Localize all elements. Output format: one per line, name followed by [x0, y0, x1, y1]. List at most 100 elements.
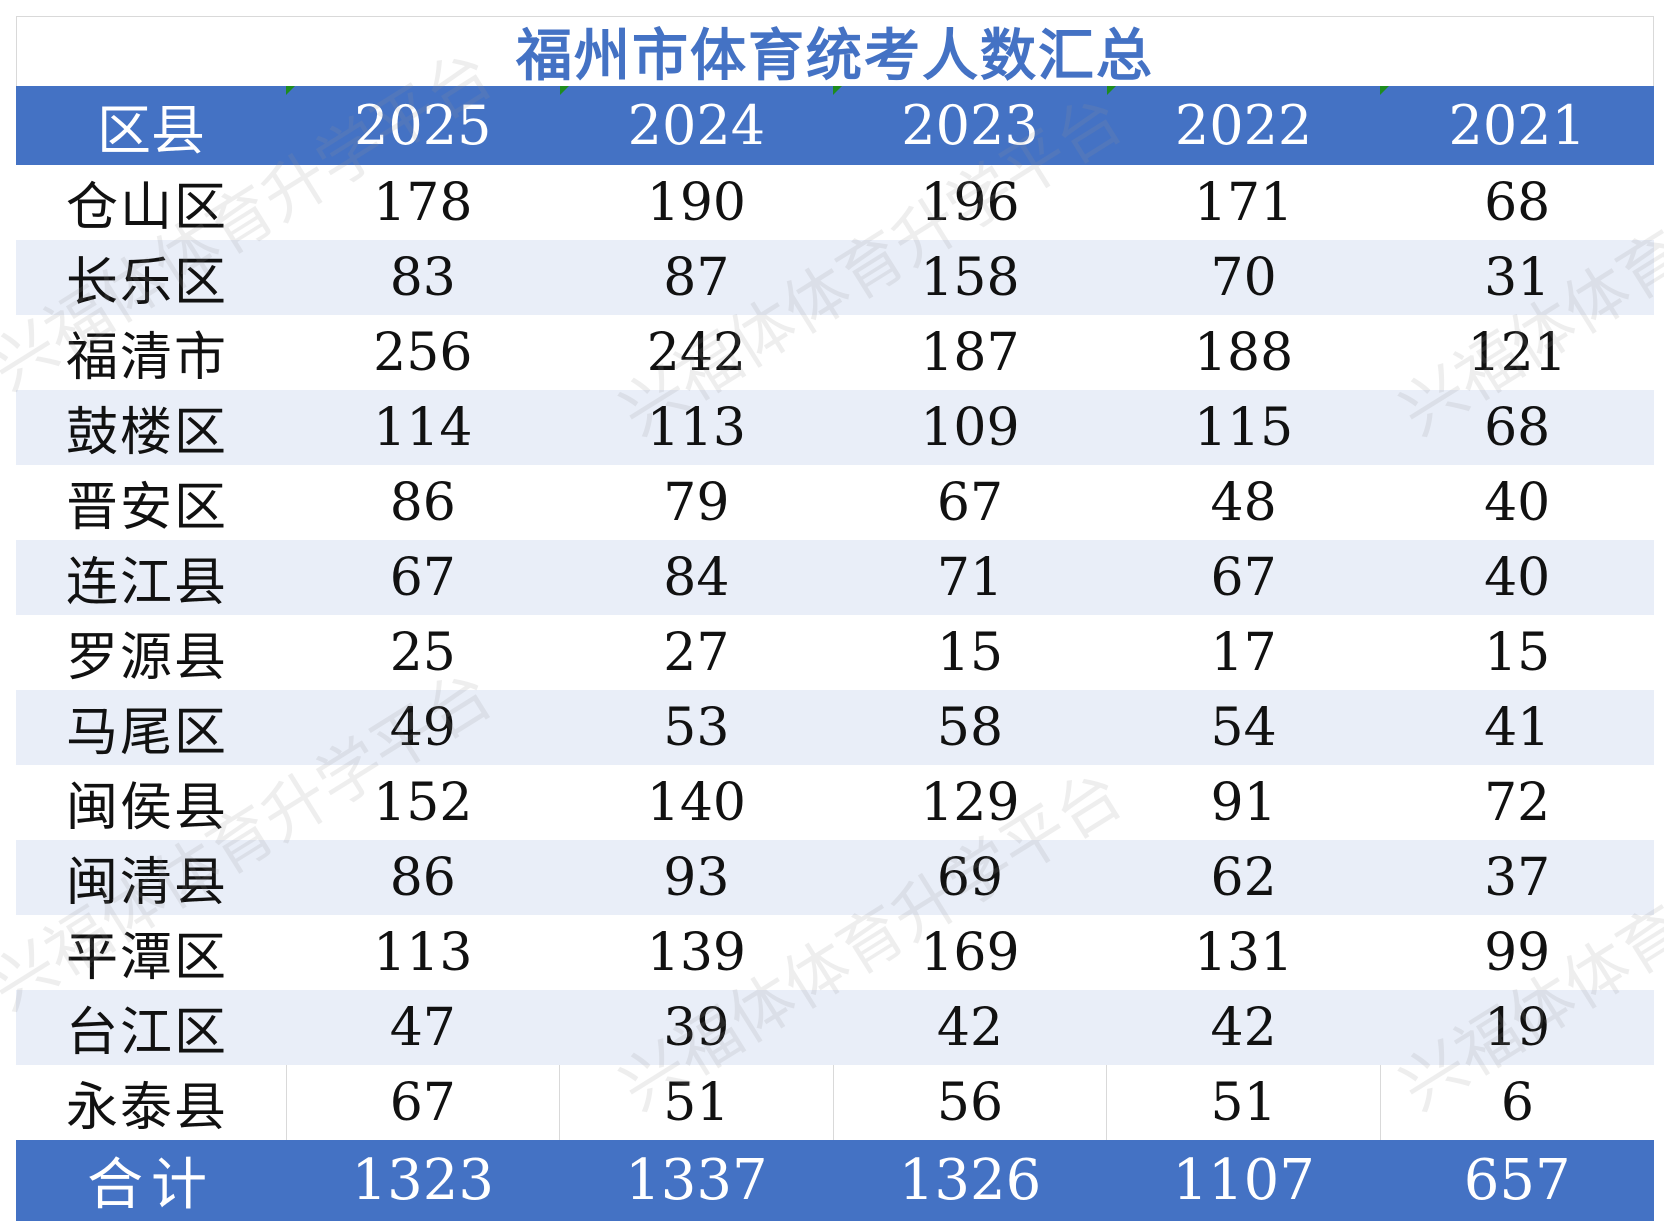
- table-row: 永泰县 67 51 56 51 6: [16, 1065, 1654, 1140]
- total-value: 657: [1380, 1140, 1654, 1221]
- district-name: 闽清县: [16, 840, 286, 915]
- district-name: 永泰县: [16, 1065, 286, 1140]
- count-cell: 84: [559, 540, 834, 615]
- count-cell: 27: [559, 615, 834, 690]
- count-cell: 242: [559, 315, 834, 390]
- count-cell: 56: [832, 1065, 1107, 1140]
- count-cell: 68: [1380, 390, 1654, 465]
- count-cell: 17: [1106, 615, 1381, 690]
- table-row: 平潭区 113 139 169 131 99: [16, 915, 1654, 990]
- count-cell: 58: [833, 690, 1107, 765]
- count-cell: 48: [1106, 465, 1381, 540]
- cell-marker: [1380, 86, 1390, 95]
- count-cell: 139: [559, 915, 834, 990]
- summary-sheet: 福州市体育统考人数汇总 区县 2025 2024 2023 2022 2021 …: [16, 16, 1654, 1221]
- district-name: 仓山区: [16, 165, 286, 240]
- count-cell: 109: [833, 390, 1107, 465]
- title-row: 福州市体育统考人数汇总: [16, 16, 1654, 89]
- table-body: 仓山区 178 190 196 171 68 长乐区 83 87 158 70 31 福清市 256 242…: [16, 165, 1654, 1140]
- total-row: 合计 1323 1337 1326 1107 657: [16, 1140, 1654, 1221]
- count-cell: 40: [1380, 465, 1654, 540]
- total-value: 1323: [286, 1140, 560, 1221]
- district-name: 鼓楼区: [16, 390, 286, 465]
- header-label: 区县: [97, 99, 205, 162]
- count-cell: 121: [1380, 315, 1654, 390]
- count-cell: 70: [1106, 240, 1381, 315]
- count-cell: 83: [286, 240, 560, 315]
- table-row: 仓山区 178 190 196 171 68: [16, 165, 1654, 240]
- count-cell: 53: [559, 690, 834, 765]
- count-cell: 62: [1106, 840, 1381, 915]
- count-cell: 42: [1106, 990, 1381, 1065]
- count-cell: 87: [559, 240, 834, 315]
- district-name: 罗源县: [16, 615, 286, 690]
- count-cell: 67: [833, 465, 1107, 540]
- count-cell: 79: [559, 465, 834, 540]
- table-title: 福州市体育统考人数汇总: [516, 23, 1154, 89]
- count-cell: 15: [833, 615, 1107, 690]
- count-cell: 25: [286, 615, 560, 690]
- total-label: 合计: [16, 1140, 286, 1221]
- count-cell: 51: [1106, 1065, 1381, 1140]
- count-cell: 68: [1380, 165, 1654, 240]
- table-row: 鼓楼区 114 113 109 115 68: [16, 390, 1654, 465]
- header-label: 2022: [1174, 94, 1313, 157]
- header-cell: 2024: [559, 86, 834, 165]
- count-cell: 131: [1106, 915, 1381, 990]
- table-row: 连江县 67 84 71 67 40: [16, 540, 1654, 615]
- count-cell: 51: [559, 1065, 834, 1140]
- header-label: 2021: [1448, 94, 1586, 157]
- district-name: 晋安区: [16, 465, 286, 540]
- count-cell: 169: [833, 915, 1107, 990]
- header-row: 区县 2025 2024 2023 2022 2021: [16, 86, 1654, 165]
- count-cell: 158: [833, 240, 1107, 315]
- count-cell: 72: [1380, 765, 1654, 840]
- district-name: 马尾区: [16, 690, 286, 765]
- total-value: 1326: [833, 1140, 1107, 1221]
- table-row: 福清市 256 242 187 188 121: [16, 315, 1654, 390]
- total-value: 1337: [559, 1140, 834, 1221]
- count-cell: 171: [1106, 165, 1381, 240]
- count-cell: 114: [286, 390, 560, 465]
- count-cell: 47: [286, 990, 560, 1065]
- district-name: 连江县: [16, 540, 286, 615]
- count-cell: 152: [286, 765, 560, 840]
- count-cell: 41: [1380, 690, 1654, 765]
- count-cell: 86: [286, 840, 560, 915]
- count-cell: 40: [1380, 540, 1654, 615]
- district-name: 平潭区: [16, 915, 286, 990]
- table-row: 台江区 47 39 42 42 19: [16, 990, 1654, 1065]
- header-cell: 2025: [286, 86, 560, 165]
- cell-marker: [833, 86, 843, 95]
- table-row: 闽侯县 152 140 129 91 72: [16, 765, 1654, 840]
- count-cell: 187: [833, 315, 1107, 390]
- count-cell: 115: [1106, 390, 1381, 465]
- district-name: 闽侯县: [16, 765, 286, 840]
- count-cell: 113: [286, 915, 560, 990]
- count-cell: 15: [1380, 615, 1654, 690]
- count-cell: 54: [1106, 690, 1381, 765]
- count-cell: 69: [833, 840, 1107, 915]
- table-row: 罗源县 25 27 15 17 15: [16, 615, 1654, 690]
- count-cell: 67: [1106, 540, 1381, 615]
- count-cell: 140: [559, 765, 834, 840]
- count-cell: 256: [286, 315, 560, 390]
- count-cell: 190: [559, 165, 834, 240]
- count-cell: 71: [833, 540, 1107, 615]
- header-cell: 2021: [1380, 86, 1654, 165]
- data-table: 区县 2025 2024 2023 2022 2021 仓山区 178 190 196…: [16, 86, 1654, 1221]
- count-cell: 67: [285, 1065, 560, 1140]
- count-cell: 19: [1380, 990, 1654, 1065]
- count-cell: 67: [286, 540, 560, 615]
- table-row: 闽清县 86 93 69 62 37: [16, 840, 1654, 915]
- table-row: 长乐区 83 87 158 70 31: [16, 240, 1654, 315]
- header-label: 2023: [901, 94, 1039, 157]
- count-cell: 6: [1379, 1065, 1654, 1140]
- count-cell: 49: [286, 690, 560, 765]
- header-cell: 区县: [16, 86, 286, 165]
- district-name: 台江区: [16, 990, 286, 1065]
- count-cell: 31: [1380, 240, 1654, 315]
- table-row: 马尾区 49 53 58 54 41: [16, 690, 1654, 765]
- count-cell: 178: [286, 165, 560, 240]
- count-cell: 93: [559, 840, 834, 915]
